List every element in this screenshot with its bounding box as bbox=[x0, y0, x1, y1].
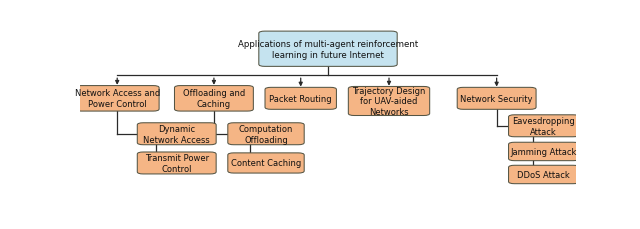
FancyBboxPatch shape bbox=[228, 123, 304, 145]
FancyBboxPatch shape bbox=[259, 32, 397, 67]
Text: Jamming Attack: Jamming Attack bbox=[511, 147, 577, 156]
FancyBboxPatch shape bbox=[509, 143, 579, 161]
FancyBboxPatch shape bbox=[138, 123, 216, 145]
FancyBboxPatch shape bbox=[175, 86, 253, 112]
Text: Offloading and
Caching: Offloading and Caching bbox=[183, 89, 245, 109]
FancyBboxPatch shape bbox=[265, 88, 337, 110]
FancyBboxPatch shape bbox=[348, 87, 429, 116]
FancyBboxPatch shape bbox=[228, 153, 304, 173]
Text: DDoS Attack: DDoS Attack bbox=[517, 170, 570, 179]
Text: Network Access and
Power Control: Network Access and Power Control bbox=[75, 89, 160, 109]
Text: Computation
Offloading: Computation Offloading bbox=[239, 124, 293, 144]
FancyBboxPatch shape bbox=[138, 152, 216, 174]
Text: Dynamic
Network Access: Dynamic Network Access bbox=[143, 124, 210, 144]
Text: Applications of multi-agent reinforcement
learning in future Internet: Applications of multi-agent reinforcemen… bbox=[238, 40, 418, 59]
Text: Content Caching: Content Caching bbox=[231, 159, 301, 168]
Text: Trajectory Design
for UAV-aided
Networks: Trajectory Design for UAV-aided Networks bbox=[353, 86, 426, 117]
FancyBboxPatch shape bbox=[457, 88, 536, 110]
FancyBboxPatch shape bbox=[76, 86, 159, 112]
FancyBboxPatch shape bbox=[509, 115, 579, 137]
Text: Packet Routing: Packet Routing bbox=[269, 94, 332, 103]
FancyBboxPatch shape bbox=[509, 166, 579, 184]
Text: Transmit Power
Control: Transmit Power Control bbox=[145, 153, 209, 173]
Text: Eavesdropping
Attack: Eavesdropping Attack bbox=[513, 116, 575, 136]
Text: Network Security: Network Security bbox=[460, 94, 533, 103]
